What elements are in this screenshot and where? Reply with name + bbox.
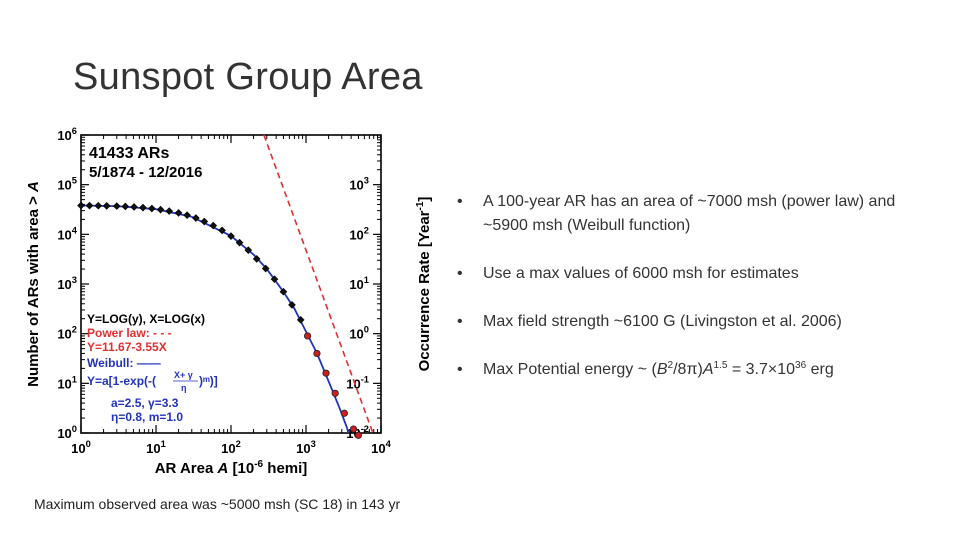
annotation-weibull-frac-den: η — [181, 383, 187, 393]
data-point-diamond — [183, 211, 191, 220]
bullet-marker: • — [457, 313, 463, 330]
x-axis-label: AR Area A [10-6 hemi] — [155, 459, 308, 477]
bullet-text: B — [656, 361, 668, 378]
data-point-red — [313, 349, 321, 358]
bullet-text: 2 — [667, 360, 674, 371]
data-point-red — [340, 409, 348, 417]
annotation-count: 41433 ARs — [89, 145, 169, 162]
annotation-weibull-frac-num: X+ γ — [174, 370, 193, 380]
data-point-diamond — [156, 205, 165, 214]
data-point-diamond — [148, 204, 156, 213]
bullet-text: A — [702, 361, 714, 378]
data-point-red — [354, 431, 363, 439]
y2-tick-label: 100 — [349, 325, 369, 342]
bullet-marker: • — [457, 265, 463, 282]
data-point-red — [349, 425, 358, 433]
area-distribution-chart: 100 101 102 103 104 100 101 102 103 104 105 106 10-2… — [22, 125, 442, 480]
annotation-weibull-eq: Y=a[1-exp(-( — [87, 374, 156, 388]
bullet-item: • Max field strength ~6100 G (Livingston … — [457, 310, 937, 334]
y2-tick-label: 103 — [349, 176, 369, 193]
bullet-text: A 100-year AR has an area of ~7000 msh (… — [483, 193, 896, 234]
y-tick-label: 100 — [57, 424, 77, 441]
bullet-text: Max field strength ~6100 G (Livingston e… — [483, 313, 842, 330]
data-point-diamond — [270, 275, 279, 284]
bullet-item: • Max Potential energy ~ (B2/8π)A1.5 = 3.… — [457, 358, 937, 382]
y-tick-label: 104 — [57, 225, 77, 242]
y2-axis-label: Occurrence Rate [Year-1] — [415, 197, 433, 372]
y2-tick-label: 101 — [349, 275, 369, 292]
y-tick-label: 106 — [57, 126, 77, 143]
y-tick-label: 101 — [57, 374, 77, 391]
x-tick-label: 100 — [71, 439, 91, 456]
chart-svg: 100 101 102 103 10410010110210310410510610-2… — [25, 126, 433, 477]
x-tick-label: 104 — [371, 439, 391, 456]
annotation-power-law-title: Power law: - - - — [87, 326, 172, 340]
data-point-diamond — [288, 301, 296, 309]
y-tick-label: 105 — [57, 176, 77, 193]
data-point-diamond — [235, 238, 244, 247]
y-tick-label: 102 — [57, 325, 77, 342]
data-point-diamond — [252, 255, 261, 263]
bullet-text: Max Potential energy ~ ( — [483, 361, 657, 378]
slide-caption: Maximum observed area was ~5000 msh (SC … — [34, 496, 401, 512]
bullet-item: • Use a max values of 6000 msh for estima… — [457, 262, 937, 286]
data-point-diamond — [77, 201, 85, 210]
bullet-text: Use a max values of 6000 msh for estimat… — [483, 265, 799, 282]
bullet-text: 1.5 — [713, 360, 728, 371]
bullet-text: 36 — [795, 360, 807, 371]
y-tick-label: 103 — [57, 275, 77, 292]
data-point-red — [303, 332, 312, 340]
y-axis-label: Number of ARs with area > A — [25, 181, 42, 387]
data-point-diamond — [192, 214, 200, 222]
annotation-power-law-eq: Y=11.67-3.55X — [87, 340, 167, 354]
annotation-params-1: a=2.5, γ=3.3 — [111, 396, 179, 410]
bullet-marker: • — [457, 193, 463, 210]
x-tick-label: 103 — [296, 439, 316, 456]
data-point-diamond — [130, 203, 138, 211]
annotation-weibull-eq-end: )ᵐ)] — [199, 374, 218, 388]
annotation-fit-note: Y=LOG(y), X=LOG(x) — [87, 312, 205, 326]
bullet-item: • A 100-year AR has an area of ~7000 msh … — [457, 190, 937, 238]
data-point-diamond — [279, 287, 288, 296]
data-point-diamond — [174, 209, 183, 217]
bullet-text: /8π) — [673, 361, 703, 378]
y2-tick-label: 102 — [349, 225, 369, 242]
slide-title: Sunspot Group Area — [73, 56, 423, 98]
bullet-list: • A 100-year AR has an area of ~7000 msh … — [457, 190, 937, 406]
annotation-period: 5/1874 - 12/2016 — [89, 164, 202, 181]
curves-group — [81, 135, 374, 433]
data-point-diamond — [218, 226, 226, 235]
data-point-diamond — [296, 315, 305, 324]
data-point-diamond — [121, 202, 130, 211]
bullet-text: erg — [806, 361, 834, 378]
data-point-diamond — [112, 202, 121, 210]
y2-tick-label: 10-1 — [346, 374, 369, 391]
data-point-diamond — [85, 201, 94, 210]
data-point-diamond — [244, 246, 253, 254]
x-tick-label: 101 — [146, 439, 166, 456]
data-point-diamond — [102, 202, 111, 210]
x-tick-label: 102 — [221, 439, 241, 456]
bullet-marker: • — [457, 361, 463, 378]
data-point-diamond — [165, 207, 174, 215]
data-point-diamond — [200, 217, 209, 226]
data-point-diamond — [139, 203, 147, 212]
data-point-red — [322, 369, 330, 377]
data-point-diamond — [209, 221, 218, 230]
power-law-fit-line — [263, 135, 374, 433]
data-point-diamond — [227, 232, 235, 240]
data-point-red — [331, 389, 339, 397]
bullet-text: = 3.7×10 — [727, 361, 796, 378]
data-point-diamond — [94, 201, 103, 210]
annotation-weibull-title: Weibull: —— — [87, 356, 161, 370]
annotation-params-2: η=0.8, m=1.0 — [111, 410, 183, 424]
data-point-diamond — [261, 264, 270, 273]
